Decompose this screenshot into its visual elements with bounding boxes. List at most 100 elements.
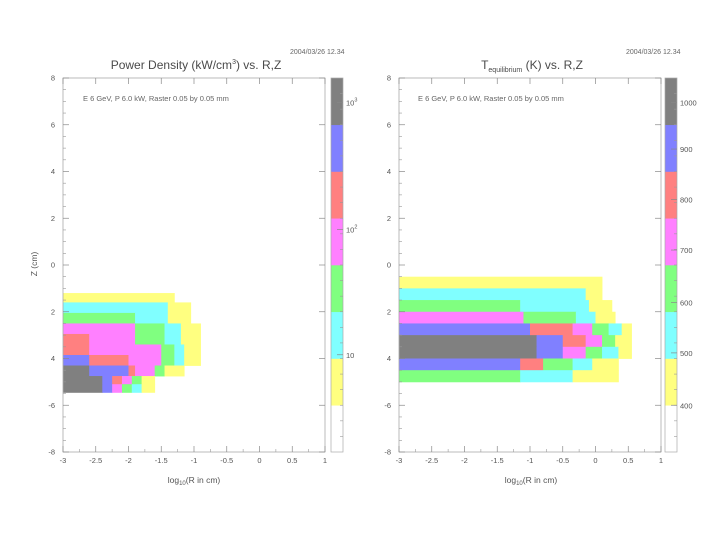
left-heat-cell-2-0 <box>63 312 136 324</box>
left-plot-frame <box>62 77 326 453</box>
left-heat-cell-0-1 <box>148 293 175 303</box>
right-heat-cell-5-5 <box>615 335 632 348</box>
left-heat-cell-9-1 <box>102 384 113 393</box>
right-chart-title: Tequilibrium (K) vs. R,Z <box>481 58 583 74</box>
right-heat-cell-4-2 <box>572 323 593 336</box>
left-heat-cell-5-3 <box>161 344 175 356</box>
left-heat-cell-9-4 <box>131 384 142 393</box>
right-heat-cell-5-0 <box>399 335 537 348</box>
left-heat-cell-5-4 <box>174 344 185 356</box>
left-x-tick-label: -3 <box>60 456 67 465</box>
left-colorbar-label: 102 <box>346 224 357 234</box>
right-colorbar-label: 800 <box>680 196 693 205</box>
left-heat-cell-4-3 <box>164 333 182 345</box>
left-heat-cell-4-0 <box>63 333 90 345</box>
left-heat-cell-3-3 <box>180 323 201 335</box>
right-colorbar-label: 700 <box>680 246 693 255</box>
left-heat-cell-6-5 <box>174 354 185 366</box>
left-x-tick-label: -1.5 <box>155 456 168 465</box>
left-colorbar-band <box>331 405 343 453</box>
right-heat-cell-4-4 <box>608 323 623 336</box>
right-heat-cell-3-1 <box>523 311 577 324</box>
left-x-tick-label: -2.5 <box>89 456 102 465</box>
left-heat-cell-6-1 <box>89 354 129 366</box>
right-heat-cell-4-3 <box>592 323 609 336</box>
left-heat-cell-7-0 <box>63 365 90 377</box>
right-colorbar-band <box>665 124 677 172</box>
right-heat-cell-8-2 <box>572 370 619 383</box>
right-x-tick-label: -1 <box>527 456 534 465</box>
right-heat-cell-3-2 <box>575 311 596 324</box>
left-x-tick-label: 0.5 <box>287 456 297 465</box>
right-y-tick-label: 2 <box>387 307 391 316</box>
right-heat-cell-7-2 <box>543 358 573 371</box>
right-annotation: E 6 GeV, P 6.0 kW, Raster 0.05 by 0.05 m… <box>418 94 564 103</box>
right-colorbar-band <box>665 358 677 406</box>
right-y-tick-label: 2 <box>387 214 391 223</box>
left-y-tick-label: 8 <box>51 74 55 83</box>
left-heat-cell-3-0 <box>63 323 136 335</box>
right-heat-cell-7-0 <box>399 358 521 371</box>
left-heat-cell-7-4 <box>154 365 165 377</box>
right-heat-cell-4-0 <box>399 323 531 336</box>
left-y-tick-label: 0 <box>51 261 55 270</box>
right-heat-cell-5-3 <box>585 335 603 348</box>
left-heat-cell-5-0 <box>63 344 90 356</box>
right-x-tick-label: -1.5 <box>491 456 504 465</box>
left-y-tick-label: 2 <box>51 214 55 223</box>
left-x-tick-label: -0.5 <box>220 456 233 465</box>
left-y-tick-label: -6 <box>48 401 55 410</box>
left-heat-cell-8-2 <box>112 376 123 385</box>
left-x-tick-label: -2 <box>125 456 132 465</box>
left-colorbar-band <box>331 311 343 359</box>
left-heat-cell-1-0 <box>63 302 169 314</box>
left-heat-cell-6-0 <box>63 354 90 366</box>
left-heat-cell-6-3 <box>135 354 162 366</box>
right-colorbar: 1000 900 800 700 600 500 400 <box>664 77 697 453</box>
right-heat-cell-6-4 <box>602 346 619 359</box>
left-heat-cell-4-4 <box>180 333 201 345</box>
left-y-tick-label: -8 <box>48 448 55 457</box>
right-y-tick-label: -6 <box>384 401 391 410</box>
right-colorbar-label: 500 <box>680 349 693 358</box>
left-x-tick-label: -1 <box>191 456 198 465</box>
left-heat-cell-8-3 <box>121 376 133 385</box>
right-y-tick-label: 4 <box>387 167 391 176</box>
left-heat-cell-9-5 <box>141 384 156 393</box>
left-heat-cell-6-6 <box>184 354 201 366</box>
right-heat-cell-1-0 <box>399 288 587 301</box>
left-heat-cell-1-1 <box>167 302 192 314</box>
left-x-axis-label: log10(R in cm) <box>168 475 221 487</box>
left-heat-cell-3-1 <box>135 323 165 335</box>
left-heat-cell-4-1 <box>89 333 136 345</box>
right-x-tick-label: -2 <box>461 456 468 465</box>
right-x-tick-label: -0.5 <box>556 456 569 465</box>
right-heat-cell-2-0 <box>399 300 521 313</box>
right-x-tick-label: 1 <box>659 456 663 465</box>
right-plot-frame <box>398 77 662 453</box>
right-heatmap <box>399 276 632 383</box>
left-heat-cell-6-4 <box>161 354 175 366</box>
right-heat-cell-4-5 <box>621 323 632 336</box>
right-heat-cell-7-4 <box>592 358 619 371</box>
left-heat-cell-2-1 <box>135 312 169 324</box>
right-colorbar-band <box>665 265 677 313</box>
right-heat-cell-8-1 <box>520 370 573 383</box>
right-colorbar-label: 900 <box>680 145 693 154</box>
left-heat-cell-8-1 <box>102 376 113 385</box>
right-colorbar-band <box>665 171 677 219</box>
left-colorbar: 103 102 10 <box>330 77 357 453</box>
right-y-tick-label: 0 <box>387 261 391 270</box>
left-chart-title: Power Density (kW/cm3) vs. R,Z <box>111 58 282 72</box>
right-timestamp: 2004/03/26 12.34 <box>626 49 681 56</box>
right-heat-cell-5-1 <box>536 335 564 348</box>
left-timestamp: 2004/03/26 12.34 <box>290 49 345 56</box>
right-heat-cell-6-0 <box>399 346 537 359</box>
left-heat-cell-4-2 <box>135 333 165 345</box>
left-heat-cell-7-2 <box>128 365 136 377</box>
left-heat-cell-8-4 <box>131 376 142 385</box>
right-y-tick-label: 8 <box>387 74 391 83</box>
left-heat-cell-7-1 <box>89 365 129 377</box>
right-heat-cell-8-0 <box>399 370 521 383</box>
